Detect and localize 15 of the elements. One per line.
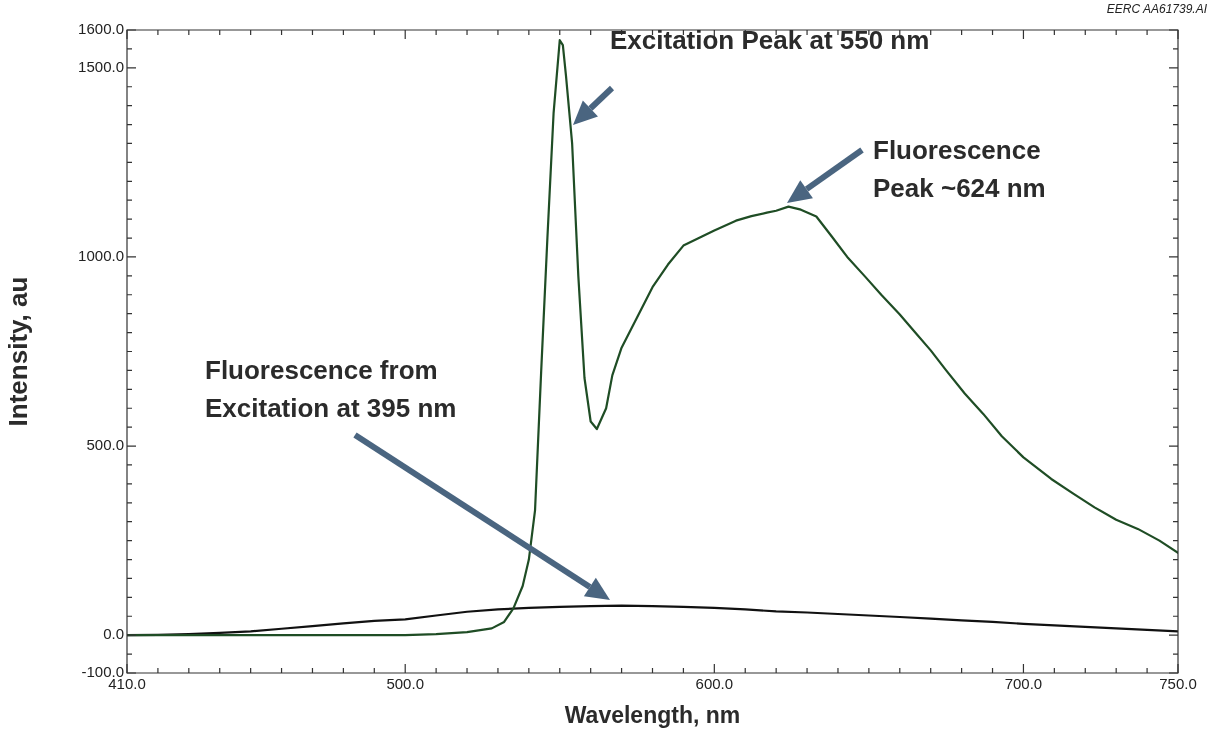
text: EERC AA61739.AI [1106, 2, 1207, 16]
y-tick-label: 1500.0 [78, 57, 124, 75]
y-tick-label: 1600.0 [78, 20, 124, 38]
annotation: Excitation Peak at 550 nm [610, 25, 930, 56]
x-axis-title: Wavelength, nm [564, 701, 741, 728]
x-tick-label: 500.0 [386, 675, 424, 693]
y-tick-label: 1000.0 [78, 247, 124, 265]
x-tick-label: 750.0 [1159, 675, 1197, 693]
y-axis-title: Intensity, au [2, 276, 33, 427]
y-tick-label: 500.0 [86, 436, 124, 454]
y-tick-label: 0.0 [103, 625, 124, 643]
x-tick-label: 700.0 [1004, 675, 1043, 693]
annotation: Fluorescence from Excitation at 395 nm [205, 355, 457, 424]
x-tick-label: 600.0 [695, 675, 734, 693]
annotation: Fluorescence Peak ~624 nm [873, 135, 1046, 204]
